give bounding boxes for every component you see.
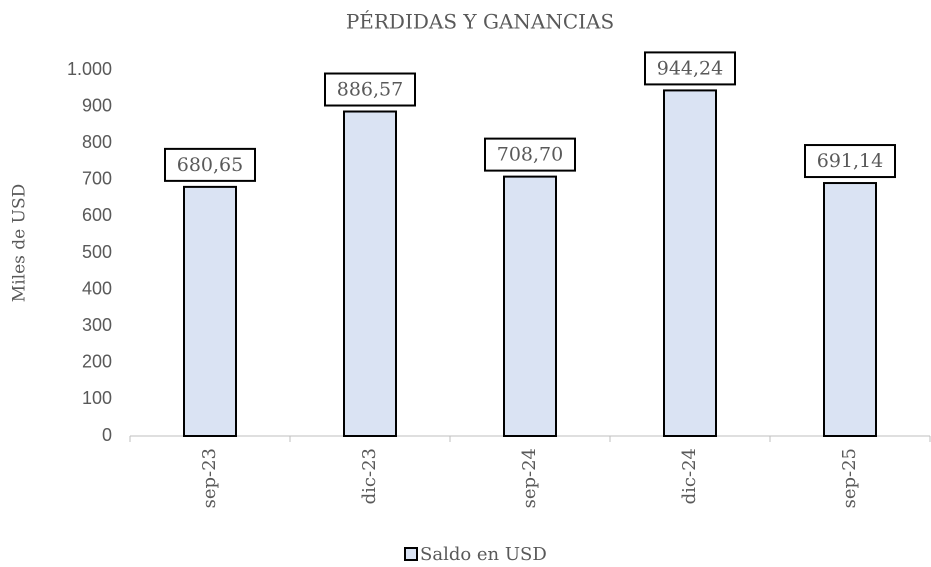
x-tick-label: dic-23 (359, 448, 380, 504)
y-tick-label: 800 (82, 132, 112, 152)
y-axis-title: Miles de USD (10, 184, 30, 302)
bar (343, 110, 397, 437)
x-tick-label: sep-25 (839, 448, 860, 508)
x-tick-label: sep-24 (519, 448, 540, 508)
data-label: 680,65 (177, 154, 243, 176)
data-label: 944,24 (657, 57, 723, 79)
data-label: 886,57 (337, 79, 403, 101)
y-tick-label: 300 (82, 315, 112, 335)
y-tick-label: 900 (82, 95, 112, 115)
data-label-box (484, 137, 576, 172)
data-label-box (324, 72, 416, 107)
chart-title: PÉRDIDAS Y GANANCIAS (346, 10, 614, 34)
legend-swatch (404, 547, 418, 561)
data-label-box (804, 144, 896, 179)
y-tick-label: 500 (82, 242, 112, 262)
x-tick-label: dic-24 (679, 448, 700, 504)
x-tick-label: sep-23 (199, 448, 220, 508)
y-tick-label: 400 (82, 278, 112, 298)
y-tick-label: 700 (82, 169, 112, 189)
data-label-box (644, 51, 736, 86)
data-label-box (164, 147, 256, 182)
data-label: 691,14 (817, 150, 883, 172)
legend-label: Saldo en USD (420, 544, 547, 565)
y-tick-label: 200 (82, 352, 112, 372)
bar (183, 185, 237, 437)
y-tick-label: 100 (82, 388, 112, 408)
bar (663, 89, 717, 437)
y-tick-label: 1.000 (67, 59, 112, 79)
y-tick-label: 600 (82, 205, 112, 225)
data-label: 708,70 (497, 144, 563, 166)
bar (823, 182, 877, 437)
y-tick-label: 0 (102, 425, 112, 445)
bar (503, 175, 557, 437)
